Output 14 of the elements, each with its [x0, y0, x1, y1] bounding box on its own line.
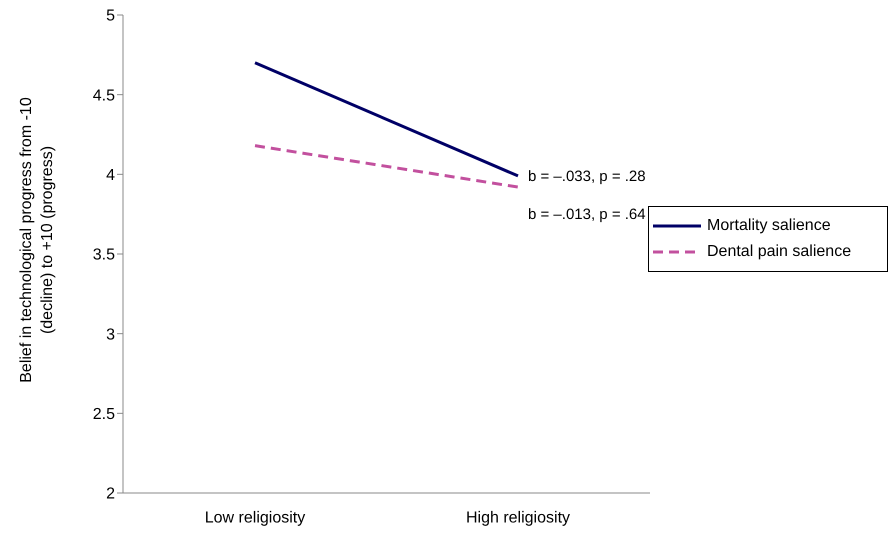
- y-tick-label: 2.5: [92, 406, 116, 424]
- x-tick-label: High religiosity: [466, 509, 570, 526]
- x-tick-label: Low religiosity: [204, 509, 306, 526]
- annotation: b = –.033, p = .28: [528, 167, 646, 187]
- annotation: b = –.013, p = .64: [528, 205, 646, 225]
- y-tick-label: 2: [106, 486, 116, 503]
- legend-label: Dental pain salience: [707, 242, 852, 262]
- y-tick-label: 5: [106, 8, 116, 25]
- y-tick-label: 4: [106, 167, 116, 184]
- y-tick-label: 3: [106, 326, 116, 344]
- y-tick-label: 4.5: [92, 87, 116, 104]
- y-tick-label: 3.5: [92, 246, 116, 264]
- legend-label: Mortality salience: [707, 216, 831, 236]
- y-axis-title: Belief in technological progress from -10 (decline) to +10 (progress): [17, 96, 57, 385]
